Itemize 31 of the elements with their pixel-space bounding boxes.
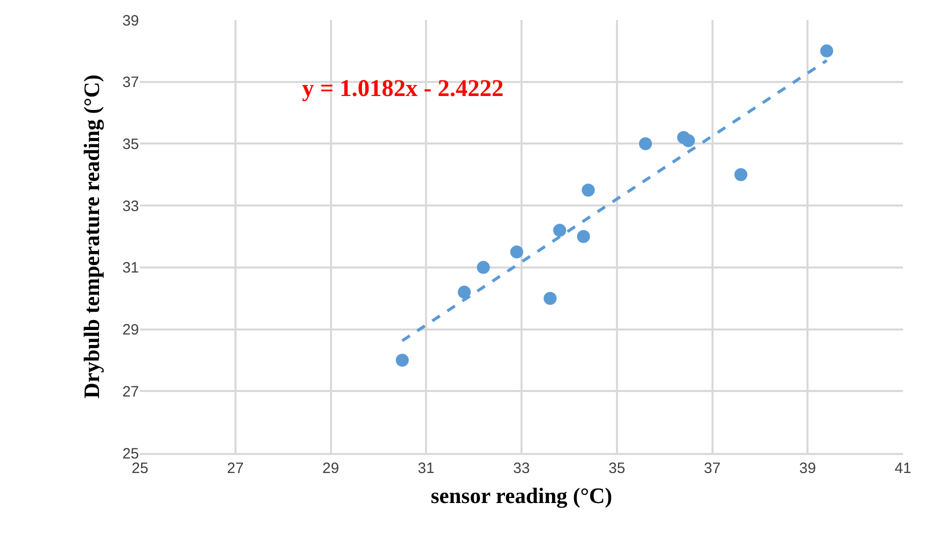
x-tick-label: 27 [227, 460, 244, 477]
point [510, 245, 524, 258]
point [734, 168, 748, 182]
point [458, 286, 471, 299]
point [576, 230, 590, 243]
x-tick-label: 39 [799, 460, 816, 477]
point [638, 137, 652, 150]
annotation: y = 1.0182x - 2.4222 [302, 76, 504, 102]
point [544, 292, 557, 305]
x-tick-label: 37 [704, 460, 721, 477]
x-tick-label: 29 [322, 460, 340, 477]
point [582, 184, 595, 197]
point [820, 44, 834, 58]
point [553, 224, 566, 237]
x-tick-label: 31 [418, 460, 434, 477]
x-tick-label: 35 [608, 460, 626, 477]
y-tick-label: 35 [122, 136, 139, 153]
y-tick-label: 29 [122, 322, 139, 339]
x-axis-title: sensor reading (°C) [430, 483, 612, 508]
y-tick-label: 39 [122, 12, 139, 30]
y-tick-label: 31 [122, 260, 139, 277]
x-tick-label: 33 [513, 460, 530, 477]
y-tick-label: 37 [122, 74, 139, 92]
point [396, 354, 409, 367]
point [682, 134, 695, 148]
y-tick-label: 33 [122, 198, 139, 215]
y-tick-label: 25 [122, 445, 139, 462]
y-tick-label: 27 [122, 383, 139, 400]
x-tick-label: 41 [894, 460, 912, 477]
y-axis-title: Drybulb temperature reading (°C) [79, 74, 104, 398]
point [476, 260, 490, 274]
